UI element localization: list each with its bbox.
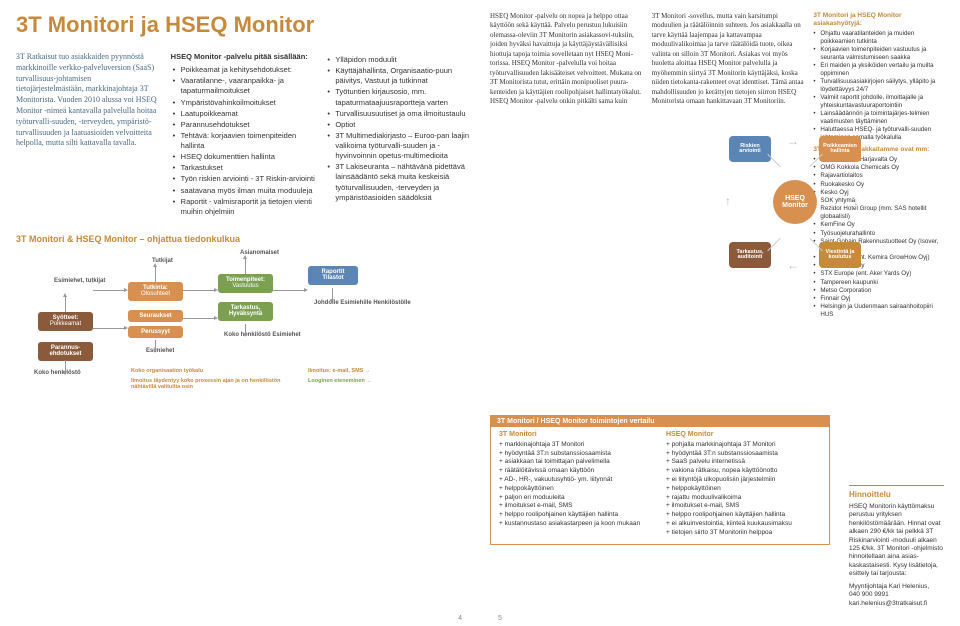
flow-title: 3T Monitori & HSEQ Monitor – ohjattua ti… bbox=[16, 234, 470, 244]
comparison-table: 3T Monitori / HSEQ Monitor toimintojen v… bbox=[490, 415, 830, 545]
page-number: 5 bbox=[498, 615, 502, 622]
page-number: 4 bbox=[458, 615, 462, 622]
pricing-box: Hinnoittelu HSEQ Monitorin käyttömaksu p… bbox=[849, 485, 944, 608]
flow-diagram: Esimiehet, tutkijat Syötteet: Poikkeamat… bbox=[16, 250, 470, 420]
page-title: 3T Monitori ja HSEQ Monitor bbox=[16, 12, 470, 38]
intro-col2: HSEQ Monitor -palvelu pitää sisällään: P… bbox=[171, 52, 316, 220]
intro-col1: 3T Ratkaisut tuo asiakkaiden pyynnöstä m… bbox=[16, 52, 161, 220]
intro-col3: Ylläpidon moduulitKäyttäjähallinta, Orga… bbox=[325, 52, 470, 220]
hseq-wheel: Riskien arviointi Poikkeamien hallinta V… bbox=[725, 132, 865, 272]
right-col1: HSEQ Monitor -palvelu on nopea ja helppo… bbox=[490, 12, 644, 321]
